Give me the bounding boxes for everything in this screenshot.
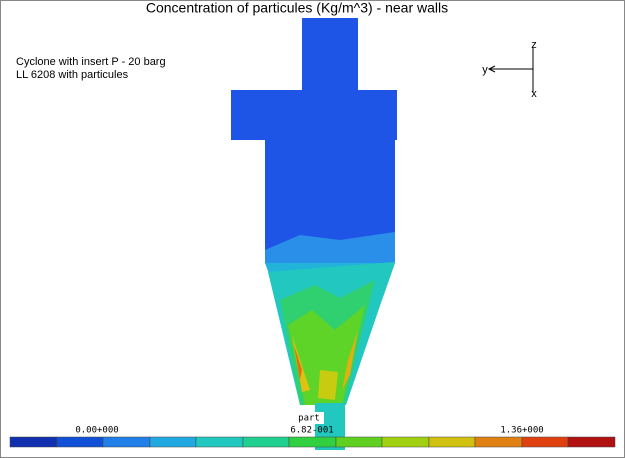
axis-triad (487, 48, 534, 93)
cyclone (231, 18, 397, 450)
color-step (521, 436, 569, 448)
color-step (474, 436, 523, 448)
contour (342, 330, 358, 390)
axis-label: x (531, 88, 537, 100)
colorbar (9, 436, 616, 448)
color-step (9, 436, 58, 448)
color-step (149, 436, 197, 448)
arrow-head (487, 65, 496, 73)
color-step (288, 436, 337, 448)
inlet-pipe (302, 18, 358, 93)
inlet-body (231, 90, 397, 140)
contour (265, 232, 395, 263)
color-step (102, 436, 151, 448)
note: LL 6208 with particules (16, 69, 129, 81)
color-step (381, 436, 430, 448)
contour (292, 335, 310, 392)
title: Concentration of particules (Kg/m^3) - n… (146, 0, 448, 16)
colorbar-label: 6.82-001 (290, 426, 333, 436)
label-box (294, 412, 324, 424)
contour (294, 345, 302, 380)
color-step (242, 436, 290, 448)
colorbar-variable: part (298, 414, 320, 424)
axis-label: y (482, 64, 488, 76)
color-step (335, 436, 383, 448)
color-step (428, 436, 476, 448)
contour (318, 370, 338, 400)
color-step (195, 436, 244, 448)
colorbar-label: 1.36+000 (500, 426, 543, 436)
note: Cyclone with insert P - 20 barg (16, 56, 166, 68)
colorbar-label: 0.00+000 (75, 426, 118, 436)
color-step (56, 436, 104, 448)
color-step (567, 436, 616, 448)
axis-label: z (531, 39, 537, 51)
